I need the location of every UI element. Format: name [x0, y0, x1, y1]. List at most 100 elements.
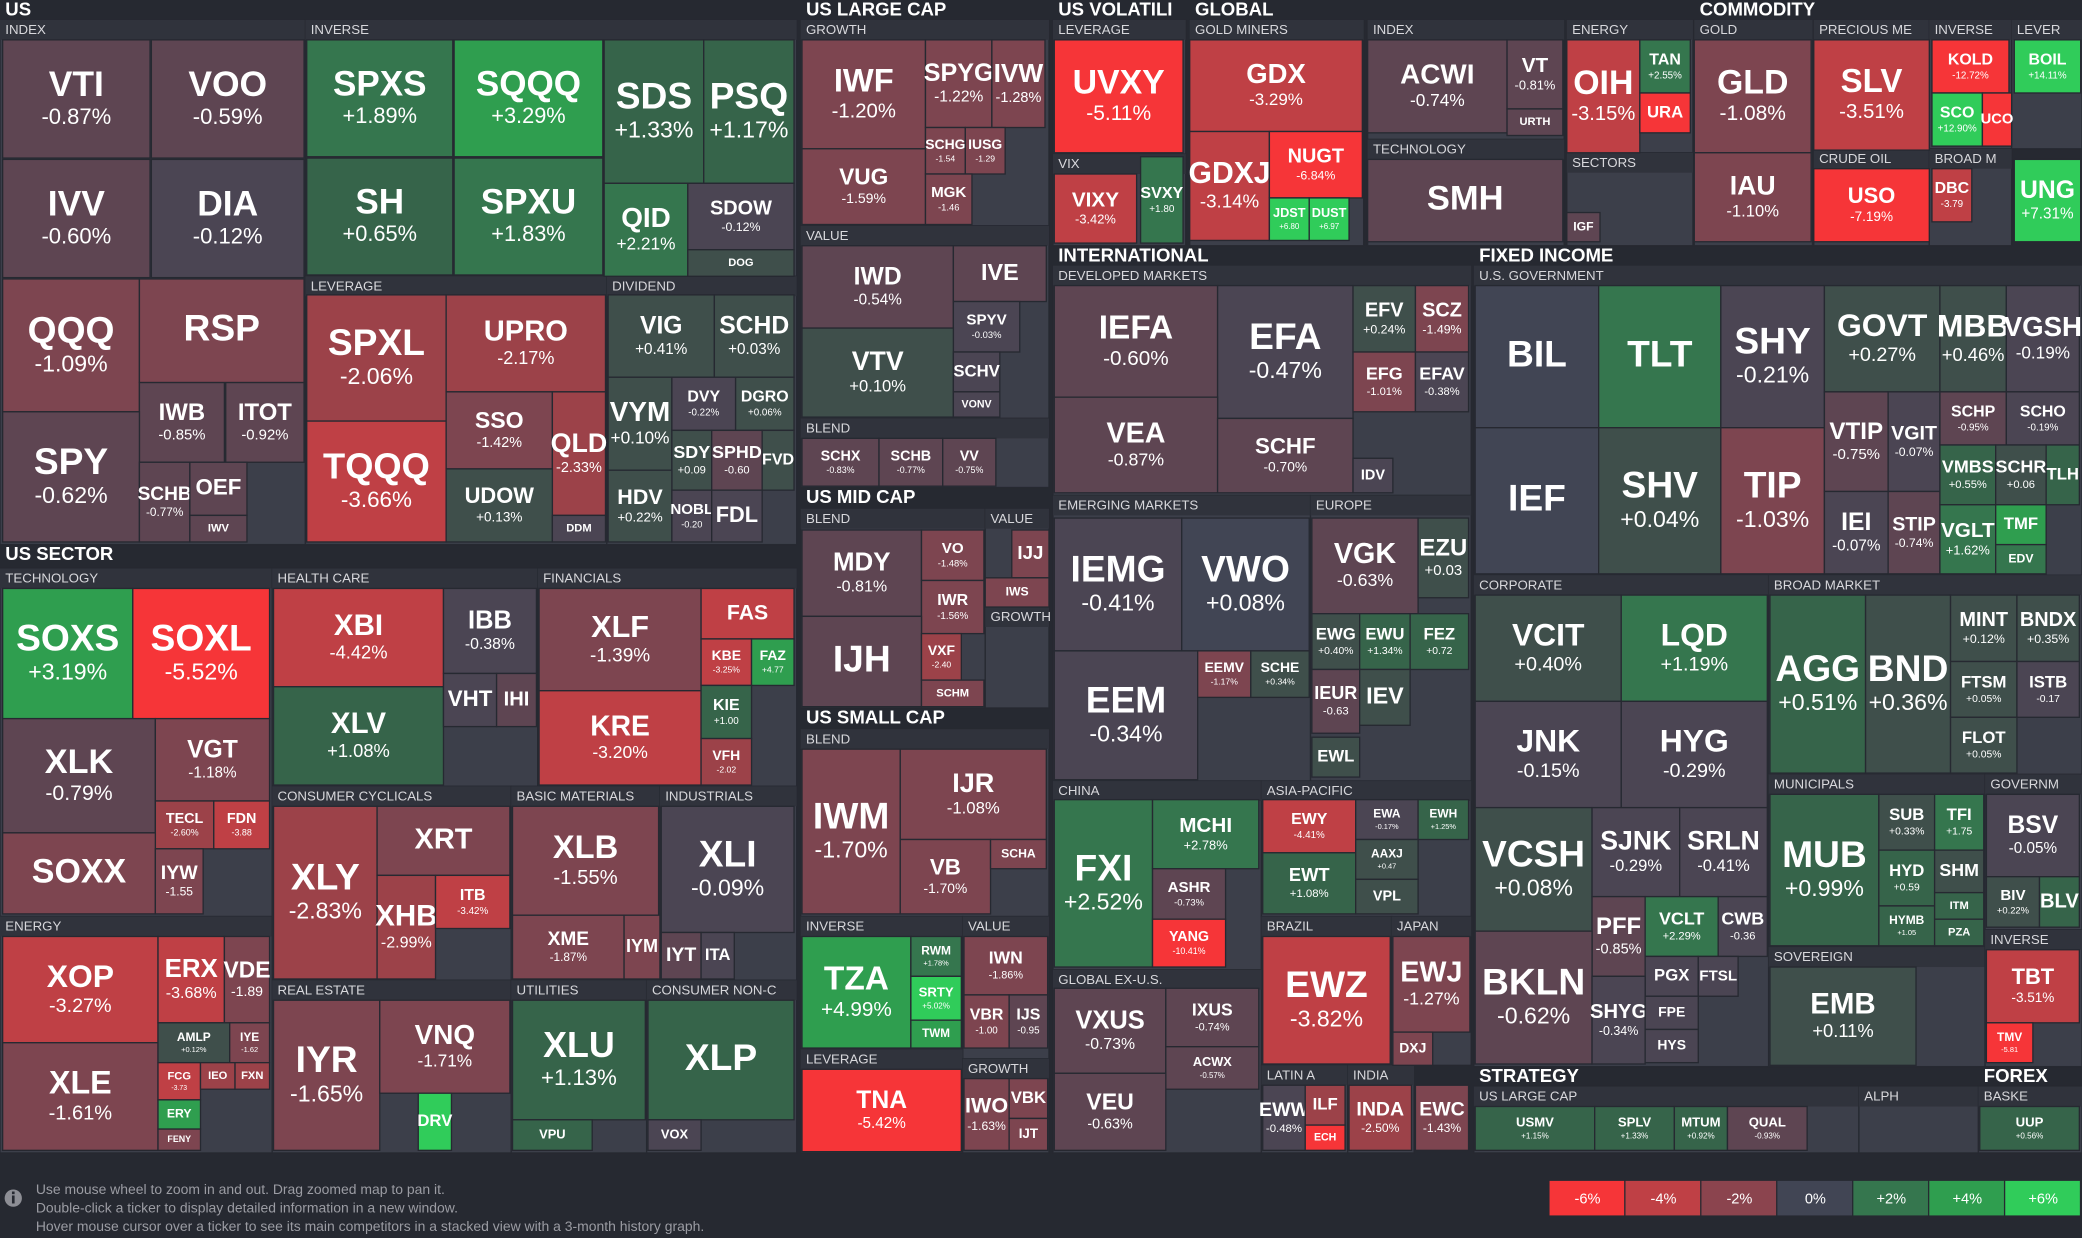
- tile[interactable]: SOXX: [1, 832, 157, 915]
- tile[interactable]: VGLT+1.62%: [1939, 504, 1997, 575]
- tile[interactable]: HYS: [1644, 1028, 1699, 1064]
- tile[interactable]: EWT +1.08%: [1262, 852, 1357, 915]
- tile[interactable]: BIV+0.22%: [1985, 876, 2041, 928]
- tile[interactable]: SCO +12.90%: [1931, 92, 1984, 147]
- tile[interactable]: VV-0.75%: [942, 437, 997, 487]
- tile[interactable]: USO-7.19%: [1813, 168, 1930, 243]
- tile[interactable]: VWO+0.08%: [1181, 517, 1310, 652]
- tile[interactable]: SCHP -0.95%: [1939, 391, 2007, 446]
- tile[interactable]: SCHA: [989, 838, 1047, 870]
- tile[interactable]: TQQQ-3.66%: [306, 420, 447, 543]
- tile[interactable]: IWO-1.63%: [963, 1077, 1010, 1151]
- tile[interactable]: TZA+4.99%: [801, 935, 912, 1049]
- tile[interactable]: FTSM +0.05%: [1949, 660, 2018, 718]
- tile[interactable]: VBK: [1008, 1077, 1049, 1120]
- tile[interactable]: USMV +1.15%: [1474, 1105, 1596, 1151]
- tile[interactable]: ILF: [1304, 1084, 1346, 1126]
- tile[interactable]: RSP: [138, 278, 305, 384]
- tile[interactable]: VCSH+0.08%: [1474, 806, 1593, 932]
- tile[interactable]: CWB -0.36: [1717, 895, 1768, 958]
- tile[interactable]: GLD-1.08%: [1693, 39, 1812, 154]
- tile[interactable]: SPY-0.62%: [1, 411, 141, 543]
- tile[interactable]: EWH+1.25%: [1417, 798, 1470, 841]
- tile[interactable]: XRT: [376, 805, 511, 877]
- tile[interactable]: FEZ +0.72: [1409, 613, 1470, 671]
- tile[interactable]: SPYG -1.22%: [924, 39, 994, 129]
- tile[interactable]: IWV: [189, 514, 248, 543]
- tile[interactable]: TECL-2.60%: [154, 800, 215, 850]
- tile[interactable]: SJNK-0.29%: [1591, 806, 1681, 898]
- tile[interactable]: AAXJ+0.47: [1355, 838, 1419, 881]
- tile[interactable]: VXF-2.40: [920, 632, 962, 681]
- tile[interactable]: SRLN-0.41%: [1679, 806, 1768, 898]
- tile[interactable]: GDXJ-3.14%: [1189, 130, 1271, 242]
- tile[interactable]: LQD+1.19%: [1620, 594, 1768, 703]
- tile[interactable]: TLT: [1598, 284, 1722, 429]
- tile[interactable]: VUG-1.59%: [801, 148, 927, 226]
- tile[interactable]: VBR -1.00: [963, 994, 1010, 1049]
- tile[interactable]: ASHR-0.73%: [1151, 868, 1227, 920]
- tile[interactable]: DXJ: [1392, 1031, 1434, 1066]
- tile[interactable]: SPLV +1.33%: [1594, 1105, 1676, 1151]
- tile[interactable]: EWU +1.34%: [1359, 613, 1411, 671]
- tile[interactable]: VIG+0.41%: [607, 294, 716, 378]
- tile[interactable]: IWN -1.86%: [963, 935, 1049, 996]
- tile[interactable]: VIXY-3.42%: [1053, 173, 1138, 244]
- tile[interactable]: GDX-3.29%: [1189, 39, 1363, 133]
- tile[interactable]: SOXS+3.19%: [1, 587, 134, 720]
- tile[interactable]: BIL: [1474, 284, 1600, 429]
- tile[interactable]: IXUS -0.74%: [1165, 987, 1260, 1048]
- tile[interactable]: SPHD -0.60: [711, 429, 763, 491]
- tile[interactable]: VCIT+0.40%: [1474, 594, 1622, 703]
- tile[interactable]: OIH-3.15%: [1566, 39, 1641, 154]
- tile[interactable]: IJS -0.95: [1008, 994, 1049, 1049]
- tile[interactable]: EDV: [1995, 543, 2047, 575]
- tile[interactable]: SCHD+0.03%: [713, 294, 795, 378]
- tile[interactable]: BOIL +14.11%: [2013, 39, 2082, 94]
- tile[interactable]: ITA: [700, 931, 735, 980]
- tile[interactable]: SSO -1.42%: [445, 391, 554, 470]
- tile[interactable]: JNK-0.15%: [1474, 700, 1622, 809]
- tile[interactable]: PFF -0.85%: [1591, 895, 1646, 977]
- tile[interactable]: STIP-0.74%: [1887, 490, 1941, 575]
- tile[interactable]: SCHO -0.19%: [2005, 391, 2081, 446]
- tile[interactable]: YANG-10.41%: [1151, 918, 1227, 968]
- tile[interactable]: IWD -0.54%: [801, 245, 955, 329]
- tile[interactable]: XLB-1.55%: [511, 805, 660, 916]
- tile[interactable]: SPXU+1.83%: [453, 157, 604, 276]
- tile[interactable]: KBE -3.25%: [700, 638, 753, 687]
- tile[interactable]: GOVT+0.27%: [1823, 284, 1941, 393]
- tile[interactable]: VONV: [952, 391, 1001, 418]
- tile[interactable]: IHI: [495, 672, 538, 728]
- tile[interactable]: EWJ-1.27%: [1392, 935, 1471, 1033]
- tile[interactable]: EWA-0.17%: [1355, 798, 1419, 841]
- tile[interactable]: FTSL: [1697, 955, 1739, 997]
- tile[interactable]: SCHG-1.54: [924, 126, 966, 175]
- tile[interactable]: ITB -3.42%: [434, 874, 511, 930]
- tile[interactable]: EFAV -0.38%: [1414, 351, 1470, 413]
- tile[interactable]: QQQ-1.09%: [1, 278, 141, 413]
- tile[interactable]: UDOW+0.13%: [445, 468, 554, 543]
- tile[interactable]: UCO: [1981, 92, 2014, 147]
- tile[interactable]: DRV: [417, 1092, 453, 1151]
- tile[interactable]: SCHX-0.83%: [801, 437, 880, 487]
- tile[interactable]: ACWI-0.74%: [1366, 39, 1508, 134]
- tile[interactable]: AMLP+0.12%: [157, 1022, 231, 1064]
- tile[interactable]: IVV-0.60%: [1, 158, 151, 279]
- tile[interactable]: XHB-2.99%: [375, 874, 437, 980]
- tile[interactable]: EEMV -1.17%: [1197, 650, 1252, 699]
- tile[interactable]: VTIP-0.75%: [1823, 391, 1889, 493]
- tile[interactable]: MUB+0.99%: [1769, 793, 1880, 947]
- tile[interactable]: SHY-0.21%: [1720, 284, 1826, 429]
- tile[interactable]: SCHR +0.06: [1995, 444, 2047, 506]
- tile[interactable]: ERY: [157, 1099, 202, 1130]
- tile[interactable]: QLD -2.33%: [551, 391, 608, 517]
- tile[interactable]: IEO: [199, 1061, 236, 1090]
- tile[interactable]: DOG: [687, 249, 795, 277]
- tile[interactable]: RWM+1.78%: [910, 935, 962, 977]
- tile[interactable]: TMF: [1995, 504, 2047, 546]
- tile[interactable]: TFI +1.75: [1933, 793, 1985, 851]
- tile[interactable]: XLV+1.08%: [272, 686, 445, 786]
- tile[interactable]: PSQ+1.17%: [703, 39, 795, 184]
- tile[interactable]: SCHF-0.70%: [1216, 417, 1354, 494]
